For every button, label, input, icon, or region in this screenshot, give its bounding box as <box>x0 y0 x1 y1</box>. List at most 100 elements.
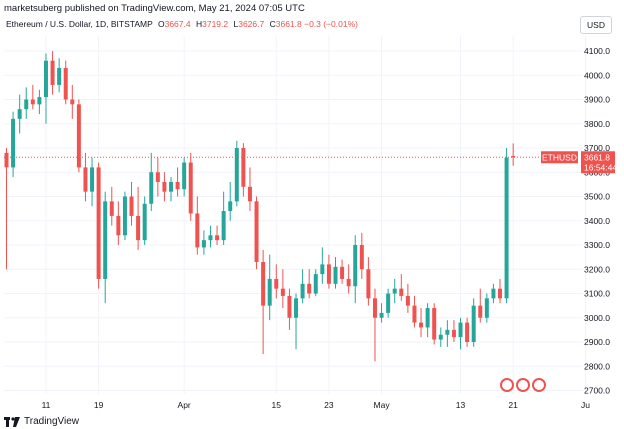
candle-body <box>326 264 331 284</box>
currency-button[interactable]: USD <box>580 16 612 34</box>
candle-body <box>247 186 252 202</box>
time-axis[interactable]: 11 19 Apr 15 23 May 13 21 Ju <box>42 400 591 410</box>
candle <box>234 140 239 207</box>
candle <box>215 225 220 245</box>
x-tick-label: 21 <box>508 400 518 410</box>
y-tick-label: 3700.0 <box>584 143 610 153</box>
y-tick-label: 3500.0 <box>584 192 610 202</box>
low-value: 3626.7 <box>238 19 265 29</box>
candle-body <box>392 288 397 294</box>
y-tick-label: 3800.0 <box>584 119 610 129</box>
candle <box>399 274 404 301</box>
price-tag <box>581 151 615 174</box>
candle <box>30 84 35 110</box>
candle-body <box>90 167 95 192</box>
candle-body <box>405 295 410 306</box>
candle <box>491 283 496 304</box>
candle <box>445 320 450 347</box>
candle-body <box>169 181 173 192</box>
candle-body <box>484 298 489 318</box>
candle <box>359 232 364 279</box>
symbol-title: Ethereum / U.S. Dollar, 1D, BITSTAMP <box>6 19 153 29</box>
candle-body <box>109 201 114 216</box>
candle <box>24 87 29 119</box>
candles <box>4 51 516 362</box>
candle-body <box>353 245 358 287</box>
candle-body <box>451 329 456 338</box>
candle-body <box>320 264 325 275</box>
publisher-text: marketsuberg published on TradingView.co… <box>4 3 305 14</box>
price-label-box: ETHUSD 3661.816:54:44 <box>541 151 617 174</box>
high-label: H <box>195 19 203 29</box>
candle <box>379 303 384 323</box>
event-badge-icon[interactable] <box>500 378 514 392</box>
price-tag-value: 3661.8 <box>584 152 610 162</box>
price-tag-countdown: 16:54:44 <box>584 162 617 172</box>
candle <box>241 143 246 197</box>
candle-body <box>17 109 22 119</box>
candle-body <box>201 240 206 248</box>
candle <box>63 60 68 105</box>
candle-body <box>359 245 364 270</box>
candle <box>254 196 259 270</box>
candle <box>103 191 108 304</box>
candle-body <box>471 305 476 342</box>
candle <box>11 111 16 178</box>
event-badge-icon[interactable] <box>516 378 530 392</box>
candle <box>346 264 351 294</box>
candle-body <box>175 181 180 190</box>
candle <box>57 58 62 93</box>
candle <box>221 191 226 245</box>
candle-body <box>294 298 299 318</box>
candle <box>136 186 141 250</box>
candle-body <box>30 99 35 105</box>
candle <box>313 269 318 296</box>
ohlc-legend: Ethereum / U.S. Dollar, 1D, BITSTAMP O36… <box>6 19 358 29</box>
candle-body <box>155 172 160 182</box>
candle-body <box>103 201 108 279</box>
x-tick-label: Apr <box>178 400 191 410</box>
candle-body <box>280 288 285 296</box>
candle <box>142 196 147 245</box>
candle <box>162 172 167 202</box>
event-badges[interactable] <box>500 378 546 392</box>
candle-body <box>300 283 305 299</box>
y-tick-label: 3000.0 <box>584 313 610 323</box>
candle-body <box>465 322 470 342</box>
candle-body <box>208 235 213 241</box>
x-tick-label: 23 <box>324 400 334 410</box>
candle-body <box>346 278 351 287</box>
candle-body <box>50 60 55 85</box>
candle <box>37 89 42 115</box>
candle-body <box>399 288 404 296</box>
candle-body <box>182 162 187 190</box>
candle <box>109 186 114 226</box>
candle-body <box>215 235 220 241</box>
candle-body <box>122 196 127 236</box>
candle-body <box>116 215 121 236</box>
x-tick-label: 11 <box>42 400 51 410</box>
close-value: 3661.8 <box>275 19 302 29</box>
grid-lines <box>4 36 587 394</box>
candle <box>425 303 430 338</box>
candle-body <box>458 322 463 338</box>
change-value: −0.3 (−0.01%) <box>304 19 358 29</box>
candle <box>287 288 292 330</box>
candle <box>129 181 134 226</box>
candle <box>451 320 456 342</box>
candle <box>4 148 9 270</box>
candle <box>116 201 121 245</box>
candle <box>405 283 410 313</box>
candle <box>90 157 95 207</box>
y-tick-label: 3900.0 <box>584 95 610 105</box>
candle <box>228 181 233 221</box>
candle <box>155 157 160 197</box>
price-axis[interactable]: 4100.04000.03900.03800.03700.03600.03500… <box>584 46 610 396</box>
candle-body <box>511 155 516 158</box>
candle <box>149 152 154 212</box>
event-badge-icon[interactable] <box>532 378 546 392</box>
y-tick-label: 2900.0 <box>584 337 610 347</box>
candle <box>182 157 187 197</box>
